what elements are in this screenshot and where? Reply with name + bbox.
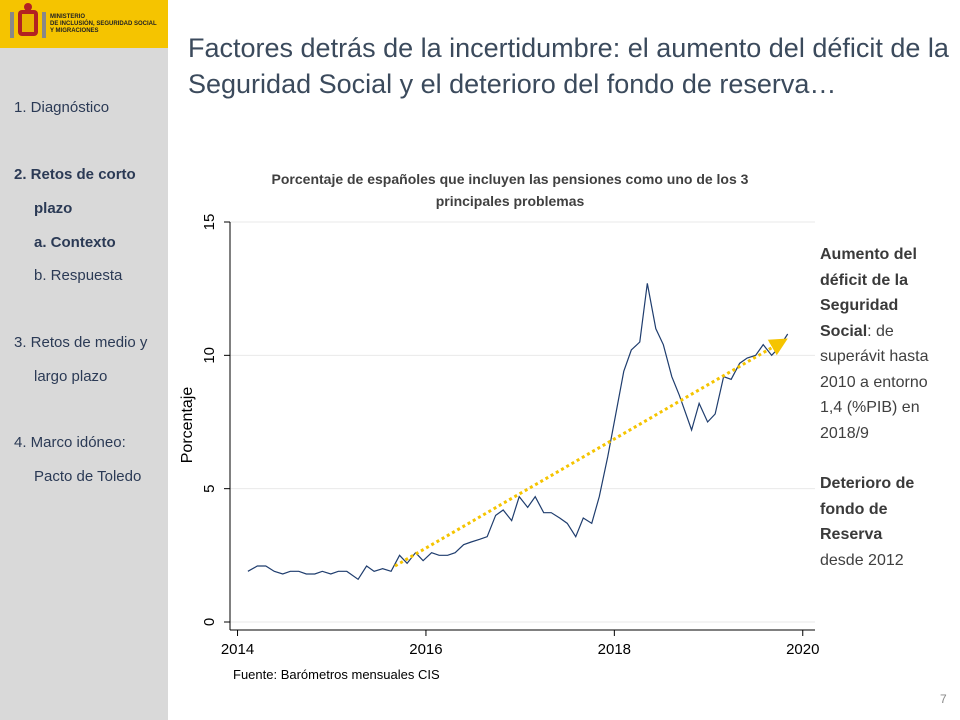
y-tick-label: 0 xyxy=(201,618,218,626)
y-axis-label: Porcentaje xyxy=(179,387,196,464)
trend-arrow xyxy=(394,338,788,568)
logo-text: MINISTERIO xyxy=(50,14,86,20)
slide-title: Factores detrás de la incertidumbre: el … xyxy=(188,33,949,99)
menu-item: 1. Diagnóstico xyxy=(14,99,110,116)
x-tick-label: 2014 xyxy=(221,641,254,658)
notes: Aumento del déficit de la Seguridad Soci… xyxy=(820,242,938,573)
note-text: Deterioro de fondo de Reserva xyxy=(820,475,915,543)
sidebar: MINISTERIO DE INCLUSIÓN, SEGURIDAD SOCIAL… xyxy=(0,0,168,720)
menu-item: 4. Marco idóneo: Pacto de Toledo xyxy=(14,434,142,485)
logo: MINISTERIO DE INCLUSIÓN, SEGURIDAD SOCIAL… xyxy=(0,0,168,48)
menu-item: a. Contexto xyxy=(34,234,116,251)
chart-title: Porcentaje de españoles que incluyen las… xyxy=(271,171,749,209)
logo-text: DE INCLUSIÓN, SEGURIDAD SOCIAL xyxy=(50,21,157,27)
y-tick-label: 15 xyxy=(201,214,218,231)
chart-source: Fuente: Barómetros mensuales CIS xyxy=(233,667,440,682)
logo-text: Y MIGRACIONES xyxy=(50,28,99,34)
menu-item: b. Respuesta xyxy=(34,267,123,284)
data-line xyxy=(247,283,789,581)
menu-item: 2. Retos de corto plazo xyxy=(14,166,136,217)
note-text: Aumento del déficit de la Seguridad Soci… xyxy=(820,246,917,340)
x-tick-label: 2020 xyxy=(786,641,819,658)
y-tick-label: 5 xyxy=(201,484,218,492)
coat-of-arms xyxy=(10,3,46,38)
x-tick-label: 2018 xyxy=(598,641,631,658)
menu-item: 3. Retos de medio y largo plazo xyxy=(14,334,148,385)
page-number: 7 xyxy=(940,692,947,706)
y-tick-label: 10 xyxy=(201,347,218,364)
note-text: desde 2012 xyxy=(820,551,904,569)
note-text: : de superávit hasta 2010 a entorno 1,4 … xyxy=(820,322,929,442)
x-tick-label: 2016 xyxy=(409,641,442,658)
